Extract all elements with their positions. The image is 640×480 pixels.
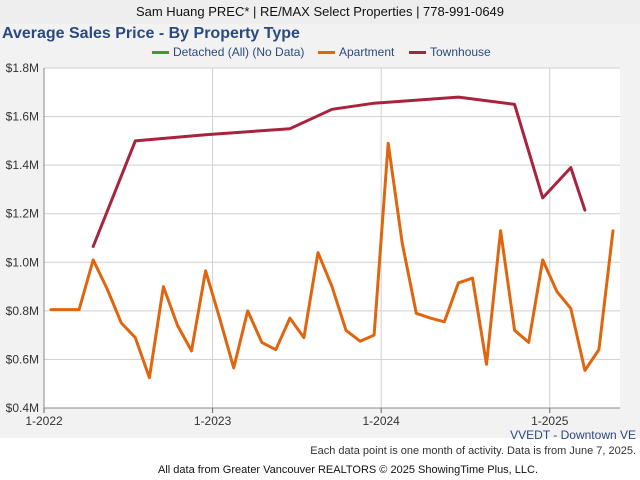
x-tick-label: 1-2025 [531,414,569,428]
legend-item-apartment[interactable]: Apartment [318,45,394,59]
legend-item-detached[interactable]: Detached (All) (No Data) [152,45,304,59]
y-tick-label: $1.8M [6,61,39,75]
agent-banner-text: Sam Huang PREC* | RE/MAX Select Properti… [135,4,505,19]
data-note: Each data point is one month of activity… [310,445,636,457]
y-tick-label: $1.6M [6,110,39,124]
y-tick-label: $1.2M [6,207,39,221]
y-tick-label: $0.6M [6,352,39,366]
y-tick-label: $0.4M [6,401,39,415]
agent-banner: Sam Huang PREC* | RE/MAX Select Properti… [0,0,640,24]
legend-label-apartment: Apartment [339,45,395,59]
area-code-label: VVEDT - Downtown VE [510,428,636,442]
legend-item-townhouse[interactable]: Townhouse [409,45,491,59]
legend-swatch-apartment [318,50,335,54]
legend-swatch-detached [152,50,169,54]
chart-legend: Detached (All) (No Data) Apartment Townh… [0,45,640,63]
x-tick-label: 1-2023 [194,414,232,428]
y-tick-label: $0.8M [6,304,39,318]
apartment-series-line [49,141,615,380]
chart-title: Average Sales Price - By Property Type [2,25,300,42]
chart-plot: $0.4M $0.6M $0.8M $1.0M $1.2M $1.4M $1.6M $1.8M… [6,61,620,428]
townhouse-series-line [91,95,587,248]
legend-swatch-townhouse [409,50,426,54]
plot-area [44,68,620,408]
y-tick-label: $1.4M [6,158,39,172]
legend-label-detached: Detached (All) (No Data) [173,45,305,59]
source-note: All data from Greater Vancouver REALTORS… [158,464,539,476]
x-tick-label: 1-2024 [362,414,400,428]
x-tick-label: 1-2022 [25,414,63,428]
y-tick-label: $1.0M [6,255,39,269]
legend-label-townhouse: Townhouse [430,45,491,59]
